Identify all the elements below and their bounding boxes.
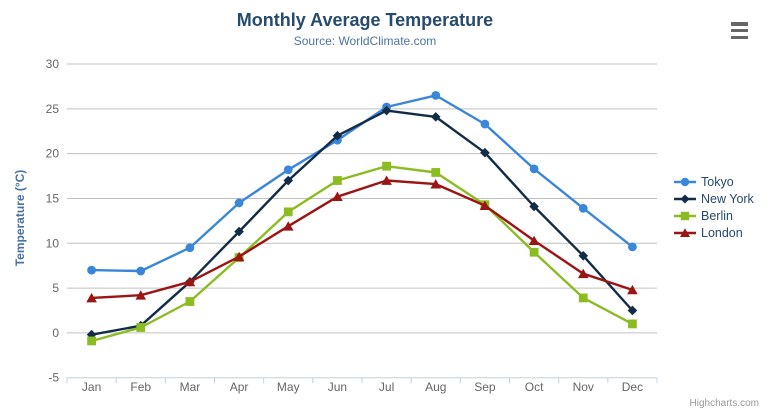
legend-marker-square-icon [674, 211, 696, 220]
point-new-york-may[interactable] [283, 175, 294, 186]
legend-marker-circle-icon [674, 177, 696, 186]
chart-subtitle: Source: WorldClimate.com [293, 34, 437, 48]
legend-item-tokyo[interactable]: Tokyo [674, 174, 754, 189]
legend-marker-triangle-icon [674, 227, 696, 237]
point-berlin-aug[interactable] [431, 168, 441, 177]
x-axis-label: May [277, 380, 300, 394]
point-london-sep[interactable] [479, 200, 491, 211]
series-line-tokyo[interactable] [90, 94, 634, 273]
legend-label: Berlin [701, 208, 733, 223]
x-axis-label: Jun [328, 380, 347, 394]
legend-label: London [701, 225, 743, 240]
point-tokyo-oct[interactable] [529, 164, 539, 174]
point-tokyo-apr[interactable] [234, 198, 244, 208]
point-london-feb[interactable] [135, 290, 147, 300]
x-axis-label: Mar [180, 380, 201, 394]
hamburger-icon [731, 22, 748, 26]
x-axis-label: Dec [622, 380, 643, 394]
point-london-jun[interactable] [332, 191, 343, 202]
point-berlin-nov[interactable] [578, 293, 588, 303]
x-axis-label: Jul [379, 380, 394, 394]
x-axis-label: Nov [573, 380, 594, 394]
point-london-jul[interactable] [381, 175, 392, 185]
y-axis-label: 10 [46, 236, 60, 250]
point-berlin-jul[interactable] [382, 161, 391, 171]
point-london-aug[interactable] [430, 179, 442, 189]
point-london-nov[interactable] [577, 268, 589, 279]
point-berlin-jan[interactable] [87, 336, 96, 346]
y-axis-label: 0 [52, 326, 59, 340]
x-axis-label: Sep [474, 380, 496, 394]
point-new-york-dec[interactable] [627, 305, 638, 316]
point-tokyo-nov[interactable] [578, 203, 588, 213]
point-london-mar[interactable] [184, 276, 196, 287]
y-axis-label: 5 [52, 281, 59, 295]
hamburger-icon [731, 28, 748, 33]
point-tokyo-sep[interactable] [480, 119, 490, 129]
point-new-york-oct[interactable] [529, 201, 539, 212]
point-new-york-jun[interactable] [332, 130, 343, 141]
y-axis-label: 25 [46, 102, 60, 116]
point-berlin-dec[interactable] [628, 319, 637, 329]
y-axis-label: 20 [46, 147, 60, 161]
x-axis-label: Jan [82, 380, 101, 394]
legend-marker-diamond-icon [674, 194, 696, 203]
point-tokyo-feb[interactable] [136, 266, 146, 276]
hamburger-icon [731, 35, 748, 39]
point-london-dec[interactable] [627, 284, 638, 295]
point-tokyo-aug[interactable] [431, 90, 441, 100]
point-new-york-sep[interactable] [480, 147, 490, 158]
series-line-berlin[interactable] [90, 165, 634, 343]
point-tokyo-dec[interactable] [628, 242, 637, 252]
point-berlin-jun[interactable] [333, 176, 342, 185]
x-axis-label: Apr [230, 380, 249, 394]
point-tokyo-mar[interactable] [185, 243, 195, 253]
point-new-york-jul[interactable] [381, 105, 392, 116]
point-new-york-apr[interactable] [234, 226, 244, 237]
point-tokyo-jan[interactable] [87, 265, 96, 275]
point-berlin-feb[interactable] [136, 323, 146, 332]
point-london-apr[interactable] [233, 251, 245, 262]
point-london-oct[interactable] [528, 235, 540, 245]
legend-item-london[interactable]: London [674, 225, 754, 240]
legend-label: Tokyo [701, 174, 734, 189]
context-menu-button[interactable] [731, 21, 749, 40]
point-new-york-nov[interactable] [578, 251, 589, 261]
point-berlin-mar[interactable] [185, 297, 195, 306]
legend: Tokyo New York Berlin London [674, 174, 754, 240]
series-line-new-york[interactable] [90, 109, 634, 336]
point-new-york-aug[interactable] [430, 112, 441, 122]
y-axis-label: -5 [48, 371, 59, 385]
x-axis-label: Oct [525, 380, 544, 394]
y-axis-title: Temperature (°C) [13, 169, 27, 267]
legend-item-new-york[interactable]: New York [674, 191, 754, 206]
point-tokyo-may[interactable] [283, 165, 293, 175]
y-axis-label: 30 [46, 57, 60, 71]
x-axis-label: Aug [425, 380, 446, 394]
legend-item-berlin[interactable]: Berlin [674, 208, 754, 223]
point-london-may[interactable] [282, 221, 294, 231]
x-axis-label: Feb [130, 380, 151, 394]
y-axis-label: 15 [46, 191, 60, 205]
chart-title: Monthly Average Temperature [236, 10, 494, 30]
series-line-london[interactable] [90, 179, 634, 300]
credits-link[interactable]: Highcharts.com [689, 398, 759, 409]
point-berlin-may[interactable] [283, 207, 293, 217]
legend-label: New York [701, 191, 754, 206]
point-berlin-oct[interactable] [529, 247, 539, 257]
point-london-jan[interactable] [86, 292, 97, 303]
